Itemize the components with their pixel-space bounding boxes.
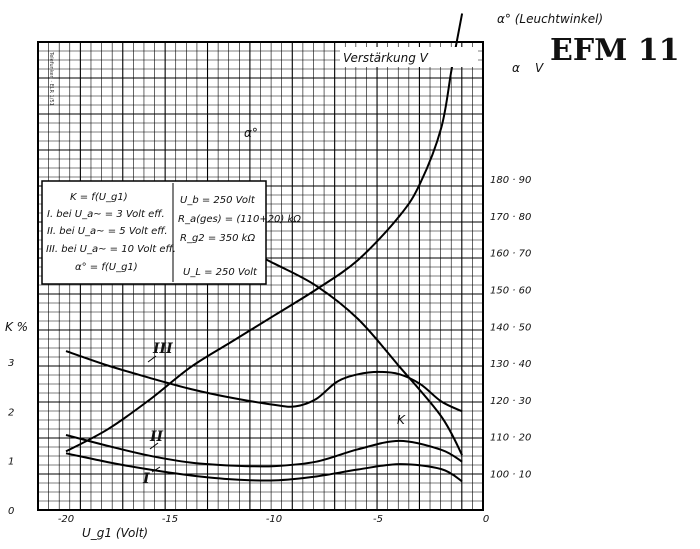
- x-tick-label: -20: [58, 514, 74, 525]
- k-tick-label: 0: [8, 506, 14, 517]
- k-tick-label: 2: [8, 407, 14, 418]
- legend-right-2: R_g2 = 350 kΩ: [180, 233, 255, 244]
- right-tick-label: 100 · 10: [490, 470, 531, 481]
- legend-right-3: U_L = 250 Volt: [183, 267, 258, 278]
- alpha-curve-label: α°: [244, 126, 258, 140]
- right-tick-label: 150 · 60: [490, 286, 531, 297]
- series-line-ii: [65, 434, 463, 468]
- x-tick-label: -15: [162, 514, 178, 525]
- legend-left-2: II. bei U_a~ = 5 Volt eff.: [47, 226, 168, 237]
- v-axis-label: V: [535, 61, 544, 75]
- legend-left-0: K = f(U_g1): [70, 192, 128, 203]
- k-axis-label: K %: [5, 320, 28, 334]
- x-tick-label: -10: [266, 514, 282, 525]
- curve-iii-label: III: [152, 341, 173, 357]
- alpha-axis-label: α: [512, 61, 520, 75]
- legend-frame: [41, 180, 267, 285]
- curve-iii-leader: [147, 355, 157, 363]
- legend-box: K = f(U_g1) I. bei U_a~ = 3 Volt eff. II…: [41, 180, 301, 285]
- right-tick-label: 140 · 50: [490, 322, 531, 333]
- legend-right-0: U_b = 250 Volt: [180, 195, 256, 206]
- k-label: K: [397, 413, 406, 427]
- legend-left-4: α° = f(U_g1): [75, 262, 138, 273]
- curve-ii-leader: [149, 442, 159, 450]
- series-line-verst-rkung-v: [65, 13, 464, 453]
- x-tick-label: -5: [373, 514, 383, 525]
- plot-frame: [37, 41, 484, 511]
- legend-left-3: III. bei U_a~ = 10 Volt eff.: [46, 244, 176, 255]
- right-tick-label: 130 · 40: [490, 359, 531, 370]
- curve-ii-label: II: [149, 429, 164, 445]
- tick-labels: -20 -15 -10 -5 0 0 1 2 3 100 · 10 110 · 20 120 · 30…: [8, 175, 531, 525]
- x-tick-label: 0: [483, 514, 489, 525]
- k-tick-label: 3: [8, 358, 14, 369]
- v-label-bg: [340, 47, 478, 67]
- curve-i-label: I: [142, 471, 150, 487]
- legend-right-1: R_a(ges) = (110+20) kΩ: [178, 214, 301, 225]
- v-curve-label: Verstärkung V: [343, 51, 429, 65]
- k-tick-label: 1: [8, 457, 14, 468]
- legend-left-1: I. bei U_a~ = 3 Volt eff.: [47, 209, 165, 220]
- series-line-iii: [65, 350, 463, 413]
- x-axis-label: U_g1 (Volt): [82, 526, 148, 540]
- curve-i-leader: [151, 466, 161, 473]
- tube-title: EFM 11: [550, 33, 680, 68]
- right-tick-label: 180 · 90: [490, 175, 531, 186]
- right-axis-title: α° (Leuchtwinkel): [497, 12, 603, 26]
- right-tick-label: 120 · 30: [490, 396, 531, 407]
- series-line-i: [65, 452, 463, 483]
- right-tick-label: 160 · 70: [490, 249, 531, 260]
- right-tick-label: 110 · 20: [490, 433, 531, 444]
- right-tick-label: 170 · 80: [490, 212, 531, 223]
- stamp-mark: Telefunken · ELR 1/51: [48, 51, 54, 106]
